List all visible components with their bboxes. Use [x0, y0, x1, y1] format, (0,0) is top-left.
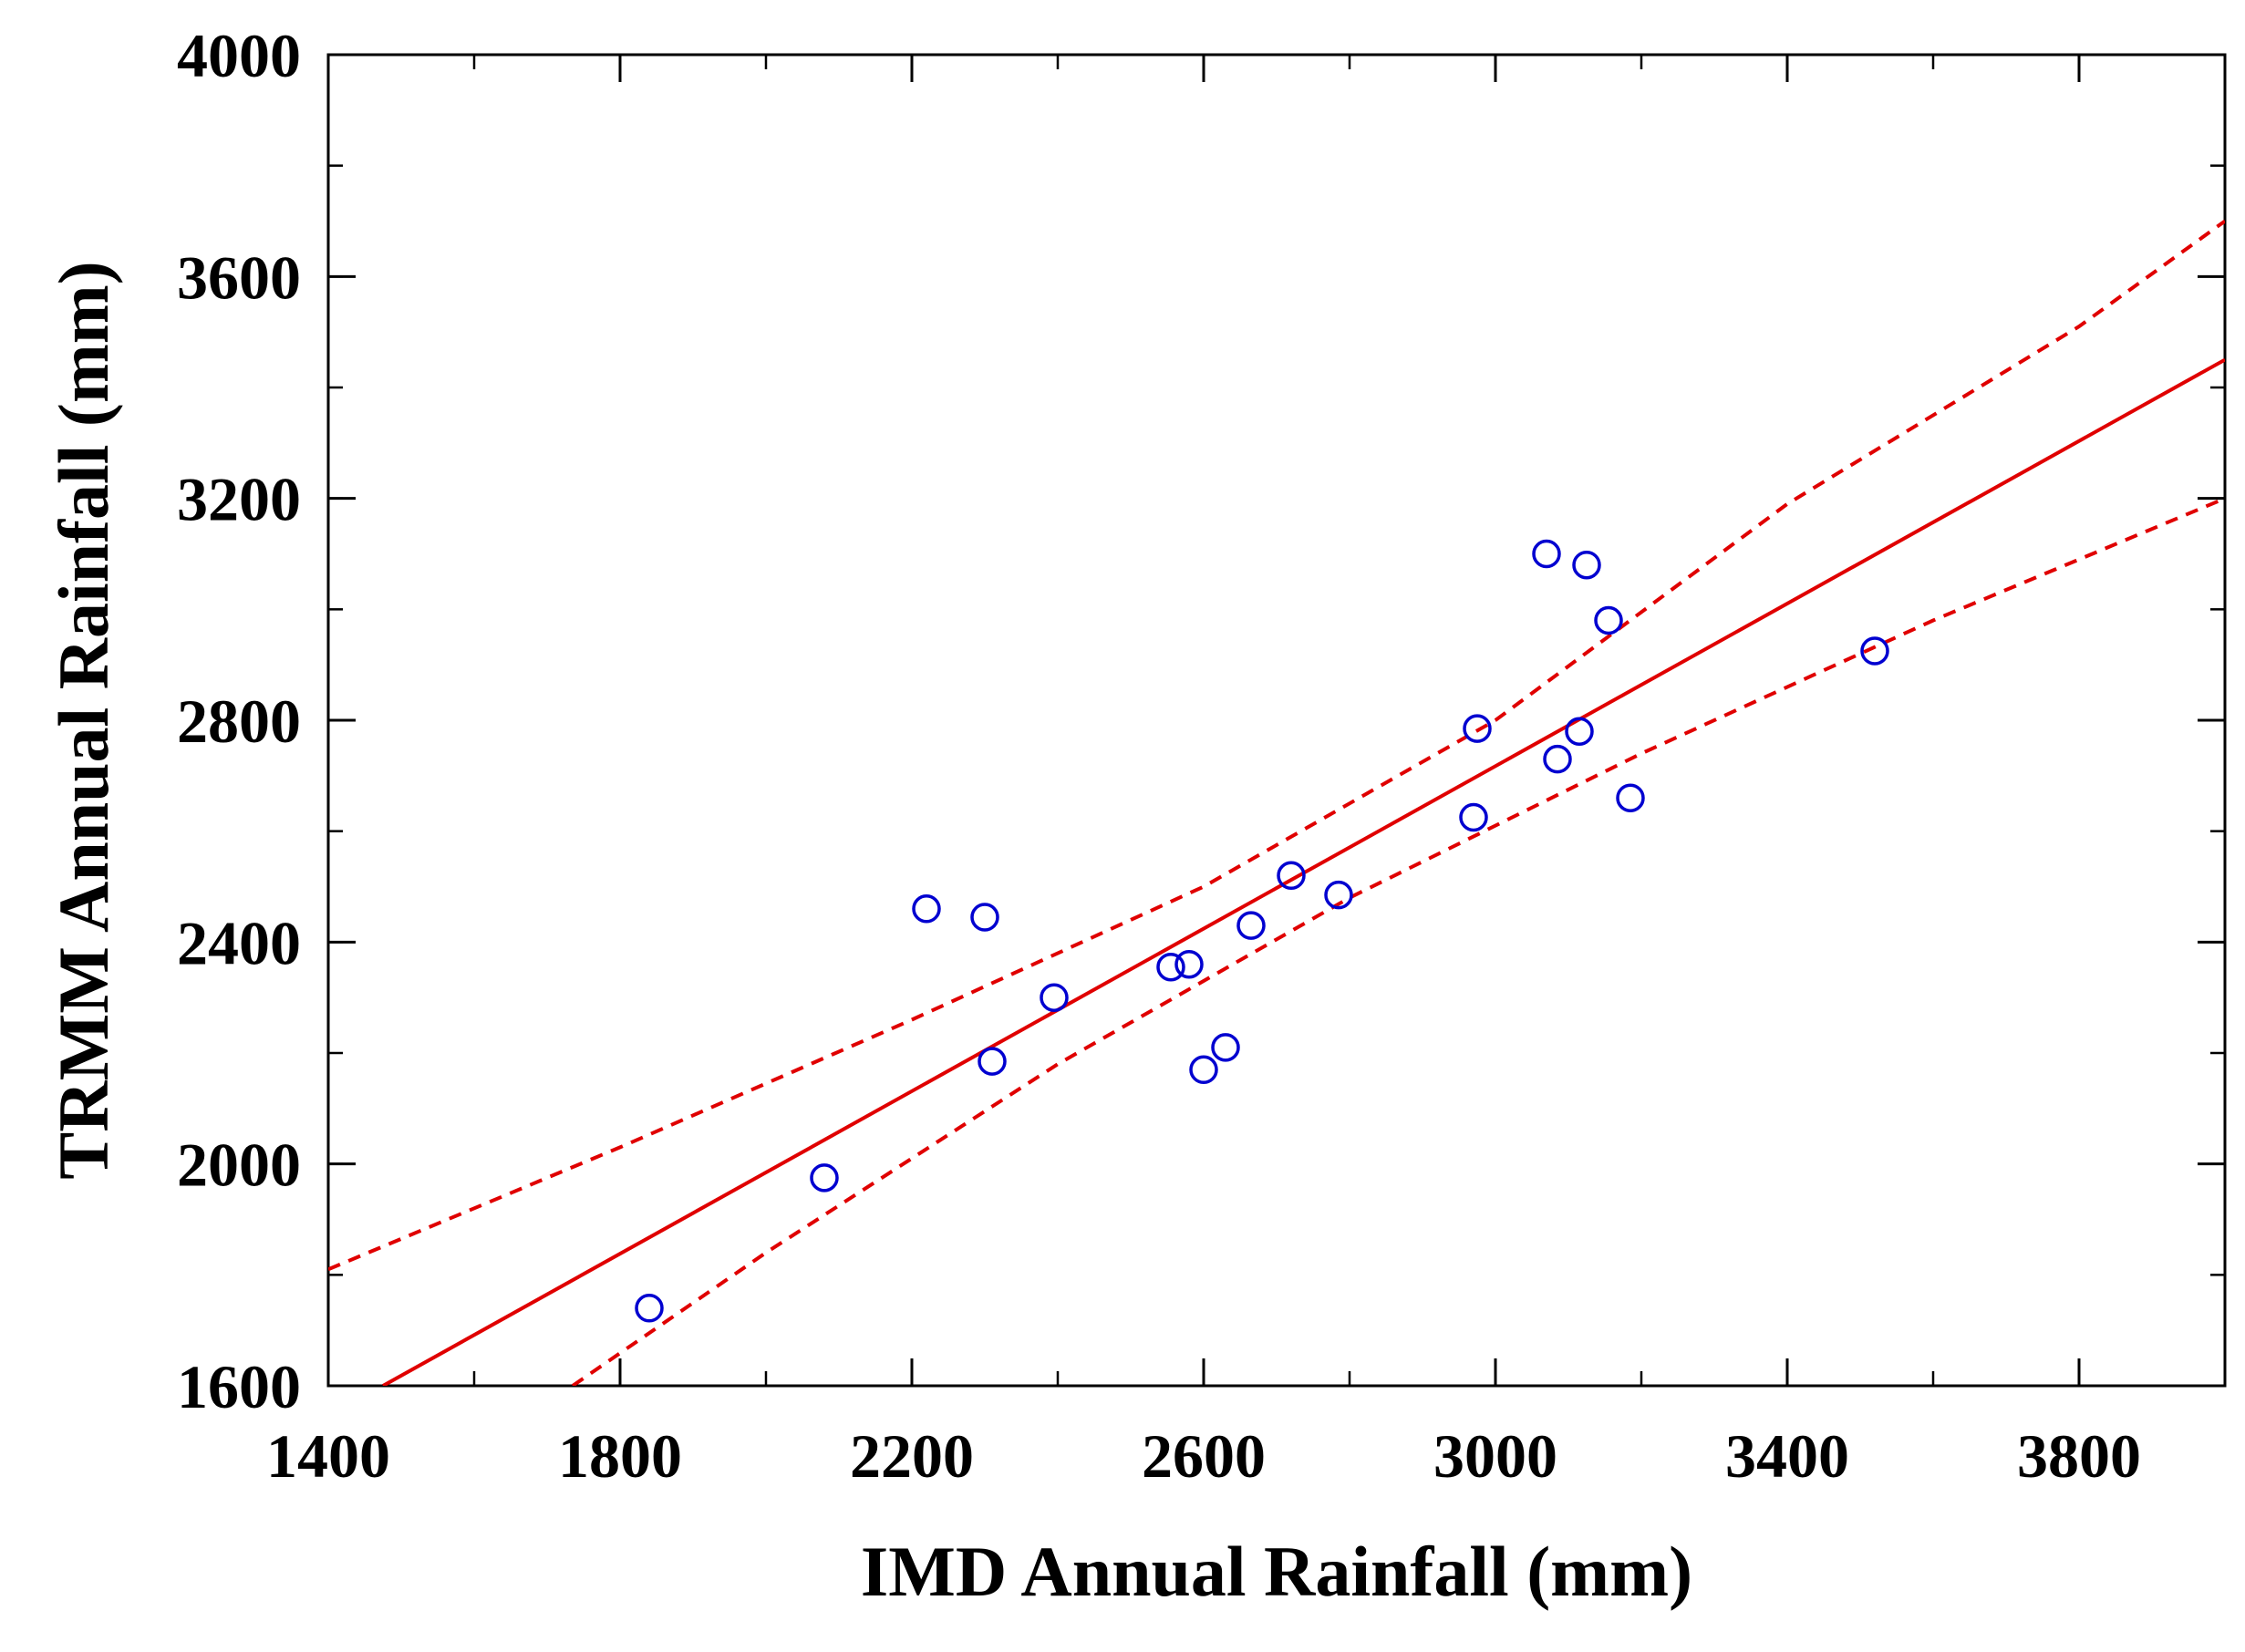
y-tick-label: 3600 [177, 243, 301, 312]
y-tick-label: 2400 [177, 908, 301, 977]
x-tick-label: 3000 [1433, 1421, 1557, 1491]
x-tick-label: 2200 [850, 1421, 974, 1491]
confidence-band-upper [328, 219, 2225, 1272]
data-point [1572, 550, 1601, 580]
data-point [1594, 605, 1623, 635]
data-point [635, 1294, 664, 1323]
data-point [1565, 717, 1594, 746]
data-point [1532, 539, 1561, 569]
data-point [1189, 1055, 1218, 1085]
x-axis-label: IMD Annual Rainfall (mm) [861, 1532, 1692, 1611]
x-tick-label: 3400 [1725, 1421, 1849, 1491]
data-point [1236, 911, 1266, 940]
data-point [978, 1047, 1007, 1076]
y-tick-label: 4000 [177, 21, 301, 90]
data-points [635, 539, 1889, 1323]
x-tick-label: 2600 [1142, 1421, 1266, 1491]
data-point [1463, 714, 1492, 743]
data-point [1277, 861, 1306, 891]
confidence-band-lower [571, 496, 2225, 1386]
data-point [1860, 636, 1889, 666]
data-point [1211, 1033, 1240, 1062]
data-point [1543, 744, 1572, 774]
major-ticks [326, 53, 2225, 1388]
y-tick-label: 1600 [177, 1352, 301, 1421]
data-point [810, 1163, 839, 1193]
x-tick-label: 1400 [266, 1421, 390, 1491]
x-tick-label: 3800 [2017, 1421, 2141, 1491]
y-tick-label: 2800 [177, 687, 301, 756]
y-tick-label: 3200 [177, 465, 301, 534]
data-point [1459, 802, 1488, 832]
minor-ticks [326, 53, 2227, 1388]
y-axis-label: TRMM Annual Rainfall (mm) [44, 261, 123, 1180]
data-point [912, 894, 941, 924]
data-point [1040, 983, 1069, 1012]
y-tick-label: 2000 [177, 1131, 301, 1200]
data-point [1616, 783, 1645, 812]
data-point [1324, 880, 1353, 910]
x-tick-label: 1800 [558, 1421, 682, 1491]
fit-lines [328, 219, 2225, 1386]
y-tick-labels: 1600 2000 2400 2800 3200 3600 4000 [177, 21, 301, 1421]
plot-area-frame [326, 53, 2227, 1388]
data-point [1156, 952, 1185, 982]
data-point [1174, 949, 1204, 979]
data-point [970, 903, 999, 932]
x-tick-labels: 1400 1800 2200 2600 3000 3400 3800 [266, 1421, 2141, 1491]
